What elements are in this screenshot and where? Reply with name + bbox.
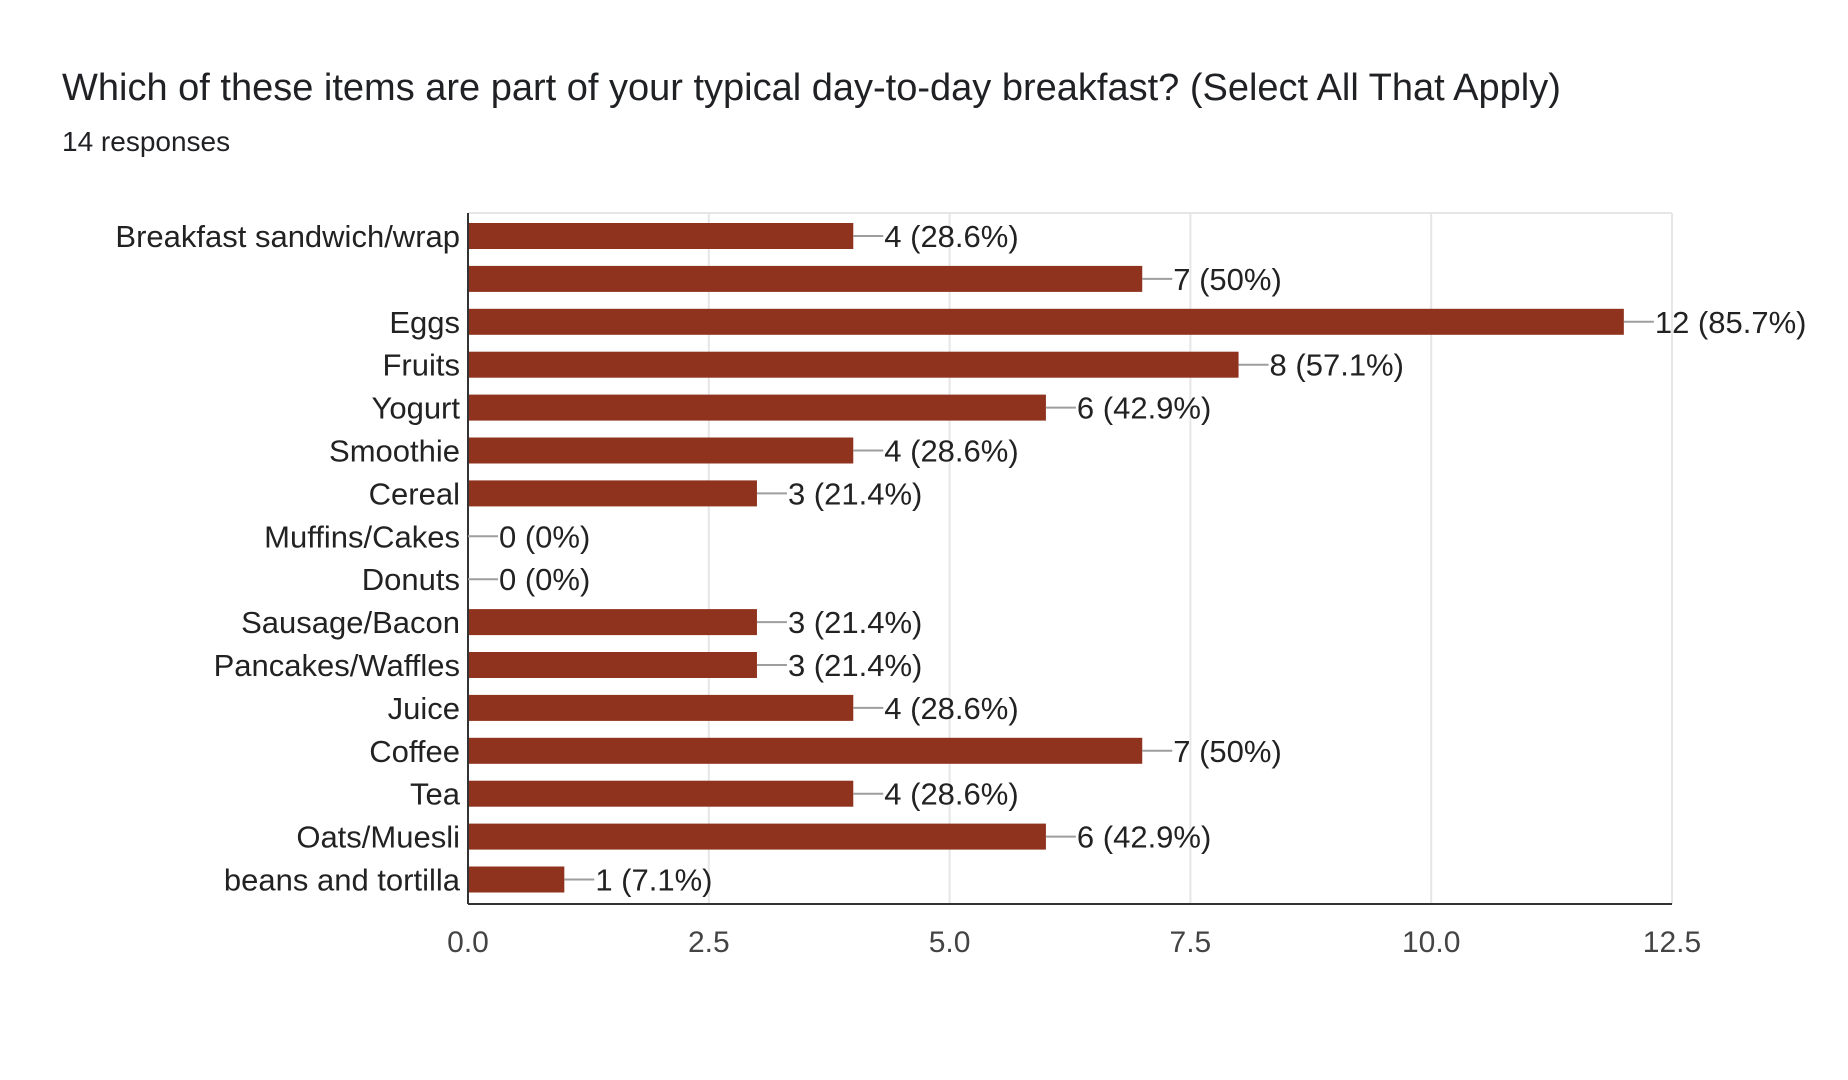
x-tick-label: 10.0 [1402, 926, 1460, 959]
data-label: 1 (7.1%) [595, 863, 712, 898]
bars [468, 223, 1624, 893]
bar [468, 351, 1239, 378]
bar [468, 737, 1143, 764]
category-label: Juice [388, 691, 460, 726]
data-label: 0 (0%) [499, 519, 590, 554]
category-label: Donuts [362, 562, 460, 597]
bar [468, 694, 854, 721]
category-label: Oats/Muesli [296, 820, 460, 855]
data-label: 8 (57.1%) [1270, 348, 1404, 383]
x-tick-label: 12.5 [1643, 926, 1701, 959]
category-label: Tea [410, 777, 461, 812]
bar [468, 652, 757, 678]
data-label: 7 (50%) [1173, 262, 1282, 297]
data-label: 4 (28.6%) [884, 777, 1018, 812]
category-label: Eggs [389, 305, 460, 340]
bar [468, 308, 1624, 335]
category-label: Breakfast sandwich/wrap [115, 219, 460, 254]
bar [468, 265, 1143, 292]
category-label: beans and tortilla [224, 863, 461, 898]
bar [468, 223, 854, 249]
data-label: 4 (28.6%) [884, 691, 1018, 726]
data-label: 3 (21.4%) [788, 605, 922, 640]
data-label: 3 (21.4%) [788, 476, 922, 511]
chart-title: Which of these items are part of your ty… [62, 67, 1561, 109]
data-label: 4 (28.6%) [884, 219, 1018, 254]
bar [468, 394, 1046, 421]
category-label: Pancakes/Waffles [214, 648, 460, 683]
data-label: 0 (0%) [499, 562, 590, 597]
response-count: 14 responses [62, 126, 231, 157]
category-label: Yogurt [372, 391, 461, 426]
category-label: Smoothie [329, 434, 460, 469]
category-label: Cereal [369, 476, 460, 511]
data-label: 3 (21.4%) [788, 648, 922, 683]
bar [468, 823, 1046, 850]
data-label: 6 (42.9%) [1077, 820, 1211, 855]
data-label: 4 (28.6%) [884, 434, 1018, 469]
category-label: Coffee [369, 734, 460, 769]
data-label: 6 (42.9%) [1077, 391, 1211, 426]
bar [468, 866, 565, 893]
x-tick-label: 0.0 [447, 926, 489, 959]
axes [467, 213, 1672, 905]
bar [468, 780, 854, 807]
bar [468, 609, 757, 636]
bar [468, 480, 757, 507]
category-label: Sausage/Bacon [241, 605, 460, 640]
labels: 0.0 2.5 5.0 7.5 10.0 12.5 4 (28.6%) Breakfast s… [115, 219, 1806, 959]
x-tick-label: 5.0 [929, 926, 971, 959]
data-label: 12 (85.7%) [1655, 305, 1807, 340]
bar [468, 437, 854, 464]
x-tick-label: 2.5 [688, 926, 730, 959]
category-label: Fruits [383, 348, 461, 383]
data-label: 7 (50%) [1173, 734, 1282, 769]
x-tick-label: 7.5 [1170, 926, 1212, 959]
category-label: Muffins/Cakes [264, 519, 460, 554]
